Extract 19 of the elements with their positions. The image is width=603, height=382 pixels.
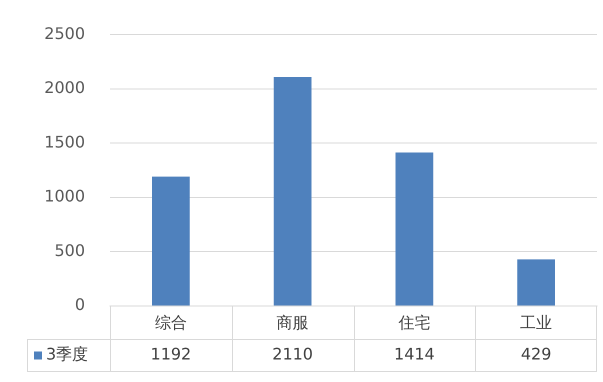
y-tick-label: 2000 (44, 78, 85, 98)
data-label: 2110 (272, 344, 313, 364)
y-tick-label: 500 (54, 240, 85, 260)
y-tick-label: 1000 (44, 186, 85, 206)
bar (517, 259, 555, 306)
bar (396, 152, 434, 306)
x-tick-label: 住宅 (397, 312, 430, 332)
bar (274, 76, 312, 306)
x-tick-label: 商服 (276, 312, 309, 332)
y-tick-label: 0 (74, 295, 85, 314)
x-tick-label: 工业 (520, 312, 552, 332)
x-tick-label: 综合 (154, 312, 187, 332)
y-tick-label: 2500 (44, 24, 85, 43)
data-label: 1192 (150, 344, 192, 364)
data-label: 429 (520, 344, 552, 364)
data-label: 1414 (394, 344, 435, 364)
legend-label: 3季度 (46, 344, 88, 364)
bar (152, 176, 190, 306)
y-tick-label: 1500 (44, 132, 85, 152)
